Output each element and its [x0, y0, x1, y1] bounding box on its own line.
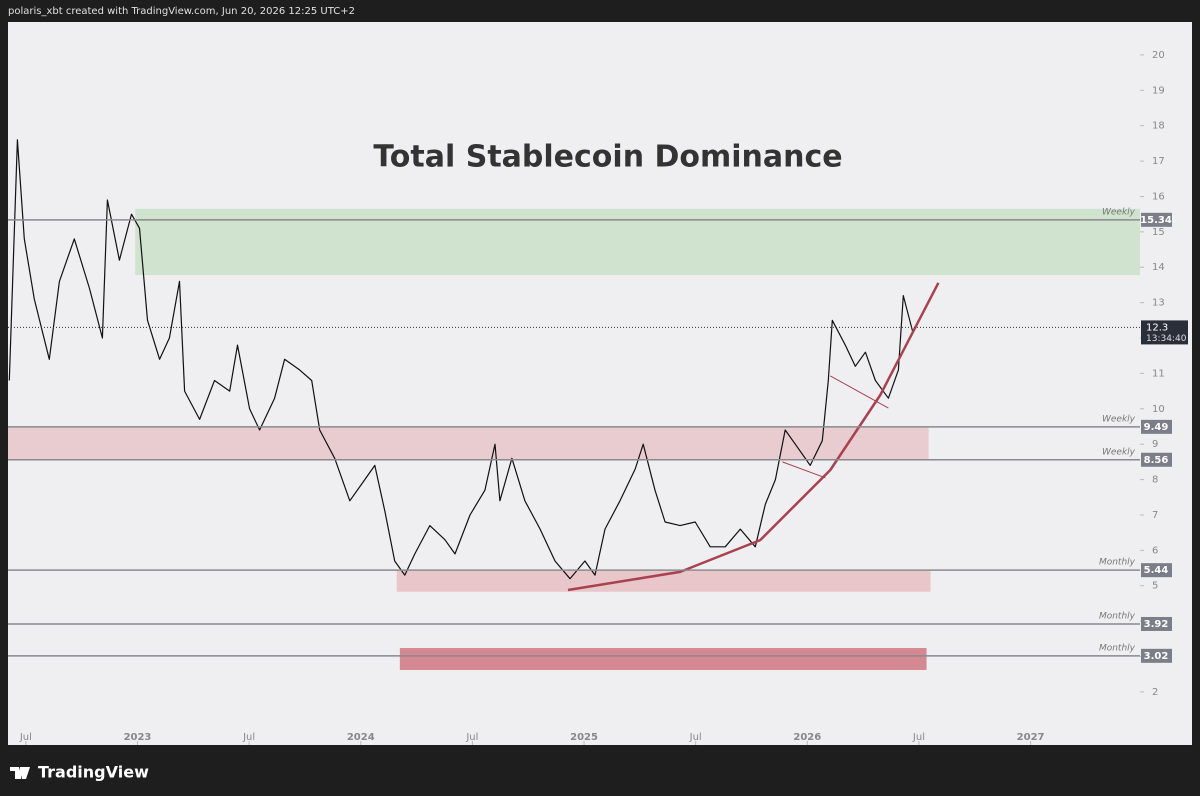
level-timeframe: Weekly: [1102, 207, 1136, 217]
level-timeframe: Monthly: [1099, 558, 1136, 568]
x-tick-label: Jul: [912, 732, 925, 743]
chart-title: Total Stablecoin Dominance: [373, 140, 842, 175]
level-label-box: [1141, 419, 1172, 434]
countdown: 13:34:40: [1146, 334, 1187, 344]
level-label-box: [1141, 212, 1172, 227]
y-tick-label: 7: [1152, 510, 1158, 521]
level-timeframe: Monthly: [1099, 643, 1136, 653]
level-label-box: [1141, 563, 1172, 578]
zone: [399, 648, 927, 670]
y-tick-label: 8: [1152, 475, 1158, 486]
y-tick-label: 18: [1152, 121, 1165, 132]
level-timeframe: Weekly: [1102, 414, 1136, 424]
y-tick-label: 2: [1152, 687, 1158, 698]
level-label: 9.49: [1144, 422, 1169, 433]
footer-brand: TradingView: [38, 763, 149, 782]
header: polaris_xbt created with TradingView.com…: [8, 6, 355, 17]
x-tick-label: 2026: [793, 732, 821, 743]
y-tick-label: 20: [1152, 50, 1165, 61]
trendline: [782, 461, 826, 479]
level-label: 5.44: [1144, 565, 1169, 576]
level-label-box: [1141, 452, 1172, 467]
y-tick-label: 5: [1152, 581, 1158, 592]
y-tick-label: 11: [1152, 368, 1165, 379]
y-tick-label: 17: [1152, 156, 1165, 167]
level-label: 8.56: [1144, 455, 1169, 466]
y-tick-label: 15: [1152, 227, 1165, 238]
level-label: 3.92: [1144, 619, 1169, 630]
parabolic-curve: [567, 282, 940, 592]
logo: [10, 767, 30, 779]
price-line: [8, 139, 914, 580]
level-timeframe: Weekly: [1102, 447, 1136, 457]
x-tick-label: 2025: [570, 732, 598, 743]
x-tick-label: Jul: [689, 732, 702, 743]
level-label-box: [1141, 616, 1172, 631]
level-label: 3.02: [1144, 651, 1169, 662]
level-label-box: [1141, 648, 1172, 663]
y-tick-label: 16: [1152, 191, 1165, 202]
y-tick-label: 19: [1152, 85, 1165, 96]
chart-background: [8, 22, 1192, 745]
y-tick-label: 13: [1152, 298, 1165, 309]
last-price-box: [1141, 320, 1188, 345]
x-tick-label: Jul: [19, 732, 32, 743]
y-tick-label: 14: [1152, 262, 1165, 273]
y-tick-label: 10: [1152, 404, 1165, 415]
x-tick-label: Jul: [465, 732, 478, 743]
zone: [8, 426, 929, 460]
x-tick-label: Jul: [242, 732, 255, 743]
last-price-label: 12.3: [1146, 322, 1168, 333]
level-timeframe: Monthly: [1099, 611, 1136, 621]
x-tick-label: 2024: [347, 732, 375, 743]
zone: [396, 570, 931, 592]
trendline: [830, 375, 889, 409]
x-tick-label: 2027: [1017, 732, 1045, 743]
y-tick-label: 6: [1152, 545, 1158, 556]
logo-mark: [10, 767, 30, 779]
zone: [135, 208, 1140, 276]
x-tick-label: 2023: [124, 732, 152, 743]
level-label: 15.34: [1140, 215, 1172, 226]
y-tick-label: 9: [1152, 439, 1158, 450]
